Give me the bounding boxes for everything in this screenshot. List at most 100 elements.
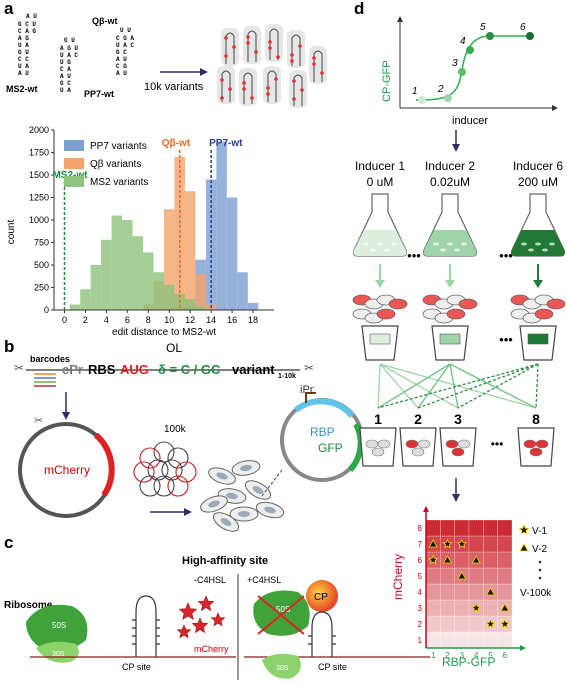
grid-cell [425,519,441,537]
svg-text:G U: G U [18,49,29,56]
variant-1-marker [499,618,511,629]
y-tick-label: 1750 [29,148,49,158]
bin-cell [451,447,465,457]
histogram-y-label: count [6,220,17,245]
dose-response-x-label: inducer [452,115,488,127]
dose-point [418,96,426,104]
histogram-bar [174,157,185,310]
ellipsis-dots: ••• [499,248,513,263]
x-tick-label: 4 [104,315,109,325]
cp-site-hairpin-right [308,611,336,657]
ribosome-left: 50S 30S [26,604,88,663]
y-tick-label: 1000 [29,215,49,225]
oligo-library-label: OL [166,341,182,355]
svg-text:A U: A U [116,70,127,77]
variant-1-marker [456,538,468,549]
grid-y-tick: 3 [418,604,423,613]
mcherry-plasmid-label: mCherry [44,463,90,477]
dose-point [466,46,474,54]
histogram-bar [216,141,227,310]
panel-d-label: d [354,0,364,18]
grid-cell [468,519,484,537]
dose-point-label: 1 [412,86,418,97]
grid-cell [440,583,455,601]
histogram-bar [80,289,91,310]
legend-label: PP7 variants [90,141,147,152]
bin-cell [529,447,543,457]
bacteria-cluster [200,460,285,532]
sort-arrow [417,363,451,409]
bin-cell [417,439,431,449]
histogram-axes: 0 2 4 6 8 10 12 14 16 18 0 250 500 750 1000 1250 1500 175… [29,125,274,325]
bin-tube [439,427,477,467]
grid-cell [454,583,470,601]
legend-swatch [64,176,84,187]
wt-marker-label: Qβ-wt [162,138,191,149]
variant-1-marker [470,602,482,613]
sort-arrow [379,363,419,409]
grid-cell [425,567,441,585]
histogram-x-label: edit distance to MS2-wt [112,327,216,338]
grid-cell [425,615,441,633]
sort-arrow [417,363,539,409]
y-tick-label: 250 [34,283,49,293]
histogram-bar [143,252,154,310]
grid-cell [483,631,498,649]
variant-hairpin [217,66,235,104]
svg-text:G C: G C [60,80,71,87]
grid-cell [497,567,513,585]
dose-response-points: 1 2 34 5 6 [412,22,534,104]
variant-2-marker [457,571,467,580]
variant-1-marker [485,618,496,629]
sort-arrow [377,363,381,409]
x-tick-label: 16 [227,315,237,325]
grid-y-tick: 2 [418,620,423,629]
histogram-bar [226,197,238,310]
cp-protein-label: CP [314,592,328,603]
bin-cell [411,447,425,457]
grid-cell [440,567,455,585]
rbs-label: RBS [88,362,116,377]
induction-arrow [452,144,460,152]
grid-cell [440,599,455,617]
grid-cell [454,551,470,569]
x-tick-label: 2 [83,315,88,325]
variants-label: 10k variants [144,81,204,93]
bin-cell [523,439,537,449]
ribosome-right-blocked: 50S [253,590,310,636]
grid-y-tick: 5 [418,572,423,581]
pp7-structure: G U A G U U A C U G C A A U G C U A [60,37,78,94]
variant-hairpin [263,66,281,104]
legend-star-icon [518,523,530,535]
grid-cell [425,631,441,649]
inducer-concentration: 0 uM [367,175,394,189]
svg-text:A U: A U [18,70,29,77]
histogram-annotations: MS2-wt Qβ-wt PP7-wt [52,138,243,310]
grid-x-tick: 1 [431,651,436,660]
grid-x-tick: 5 [488,651,493,660]
grid-x-tick: 6 [503,651,508,660]
svg-text:C G A: C G A [116,35,134,42]
grid-cell [468,615,484,633]
x-tick-label: 6 [125,315,130,325]
svg-text:G U: G U [64,37,75,44]
ribosome-label: Ribosome [4,600,53,611]
cell [534,308,554,320]
rbp-gfp-plasmid: iPr RBP GFP [261,384,364,497]
svg-text:G C U: G C U [18,21,36,28]
library-plasmid [175,461,197,483]
bin-cell [365,439,379,449]
histogram-bar [184,191,196,310]
histogram-bar [90,265,102,310]
library-plasmid [139,475,161,497]
mcherry-star [197,595,215,612]
panel-a-label: a [4,0,14,18]
sorted-bins: 1 2 3 8 ••• [359,411,555,467]
legend-label: V-2 [532,544,547,555]
dose-point [444,94,452,102]
variants-arrowhead [200,68,208,76]
bin-cell [405,439,419,449]
grid-x-tick: 2 [445,651,450,660]
library-size-label: 100k [164,424,187,435]
mcherry-gene-label-left: mCherry [194,644,229,654]
